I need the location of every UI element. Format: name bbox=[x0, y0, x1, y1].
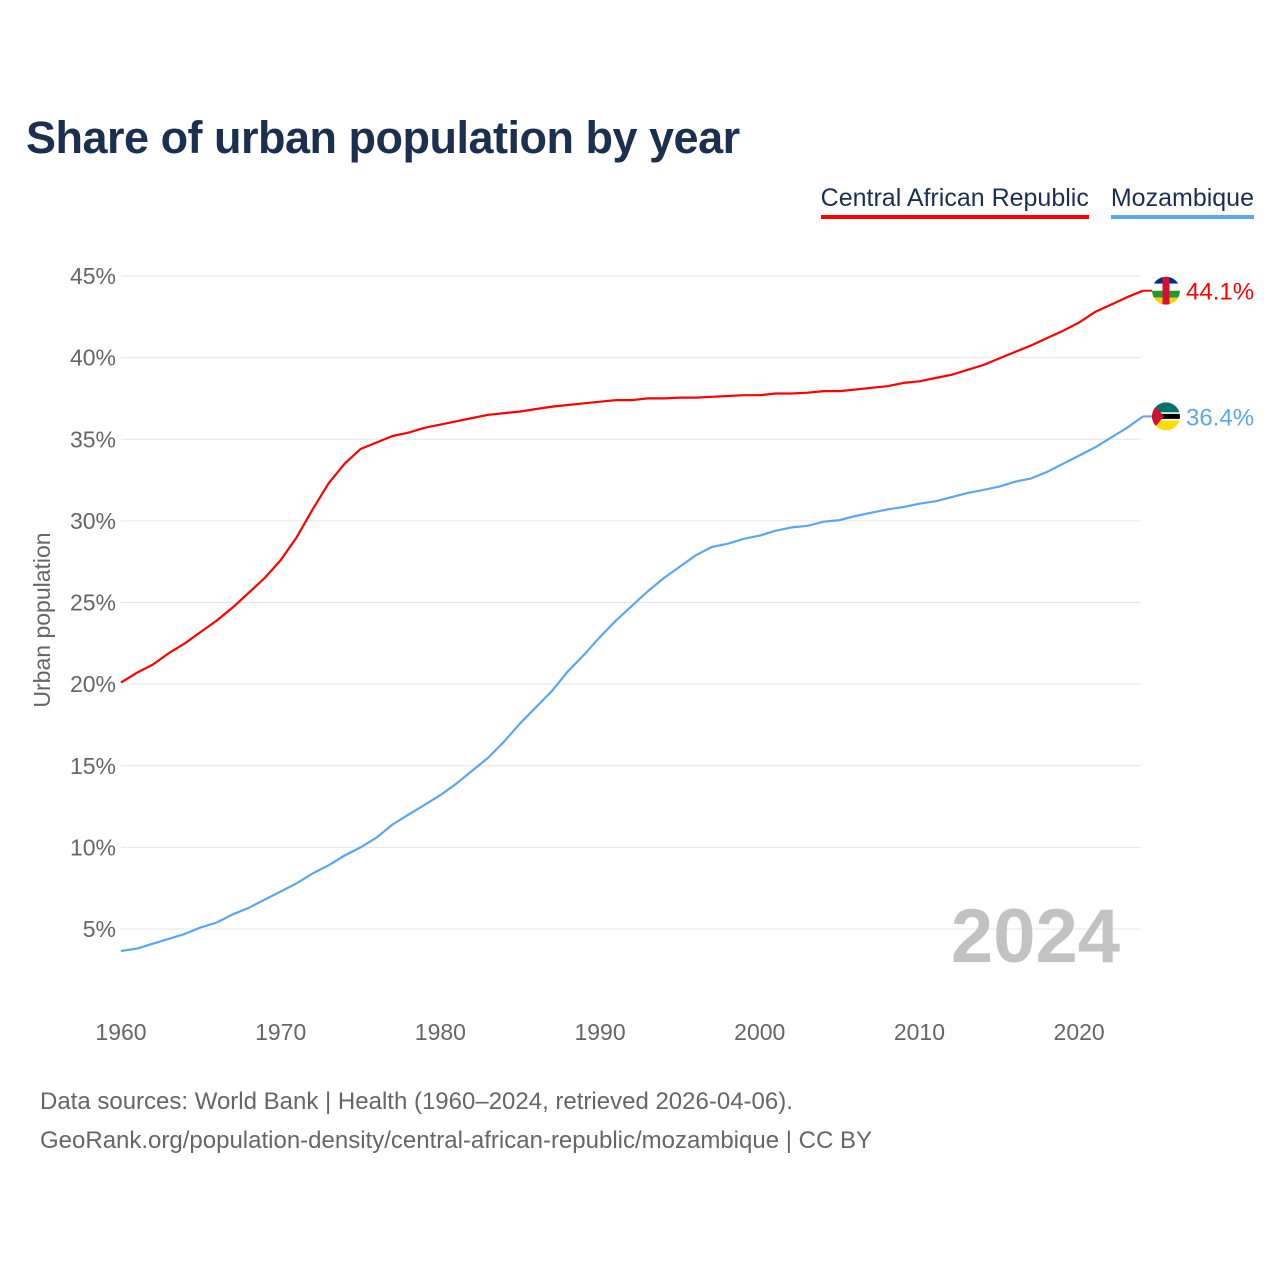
series-line-central-african-republic[interactable] bbox=[120, 289, 1144, 684]
y-tick-label: 20% bbox=[70, 671, 116, 697]
series-line-mozambique[interactable] bbox=[120, 415, 1144, 953]
x-tick-label: 1980 bbox=[415, 1019, 466, 1045]
y-tick-label: 10% bbox=[70, 834, 116, 860]
mozambique-flag-icon bbox=[1152, 402, 1180, 431]
y-tick-label: 15% bbox=[70, 753, 116, 779]
legend-item-central-african-republic[interactable]: Central African Republic bbox=[820, 184, 1089, 219]
end-value-label: 44.1% bbox=[1186, 279, 1254, 306]
y-tick-label: 40% bbox=[70, 345, 116, 371]
y-tick-label: 35% bbox=[70, 426, 116, 452]
year-watermark: 2024 bbox=[951, 894, 1120, 979]
source-line-2: GeoRank.org/population-density/central-a… bbox=[40, 1127, 872, 1154]
x-tick-label: 2000 bbox=[734, 1019, 785, 1045]
y-axis-label: Urban population bbox=[29, 532, 55, 707]
y-tick-label: 5% bbox=[83, 916, 116, 942]
car-flag-icon bbox=[1152, 276, 1180, 305]
source-line-1: Data sources: World Bank | Health (1960–… bbox=[40, 1088, 793, 1115]
x-tick-label: 2020 bbox=[1054, 1019, 1105, 1045]
y-tick-label: 30% bbox=[70, 508, 116, 534]
x-tick-label: 2010 bbox=[894, 1019, 945, 1045]
x-tick-label: 1960 bbox=[95, 1019, 146, 1045]
chart-title: Share of urban population by year bbox=[26, 112, 740, 163]
x-tick-label: 1990 bbox=[574, 1019, 625, 1045]
x-tick-label: 1970 bbox=[255, 1019, 306, 1045]
y-tick-label: 25% bbox=[70, 590, 116, 616]
legend-item-mozambique[interactable]: Mozambique bbox=[1110, 184, 1254, 219]
end-value-label: 36.4% bbox=[1186, 404, 1254, 431]
legend: Central African Republic Mozambique bbox=[820, 184, 1254, 219]
y-tick-label: 45% bbox=[70, 263, 116, 289]
